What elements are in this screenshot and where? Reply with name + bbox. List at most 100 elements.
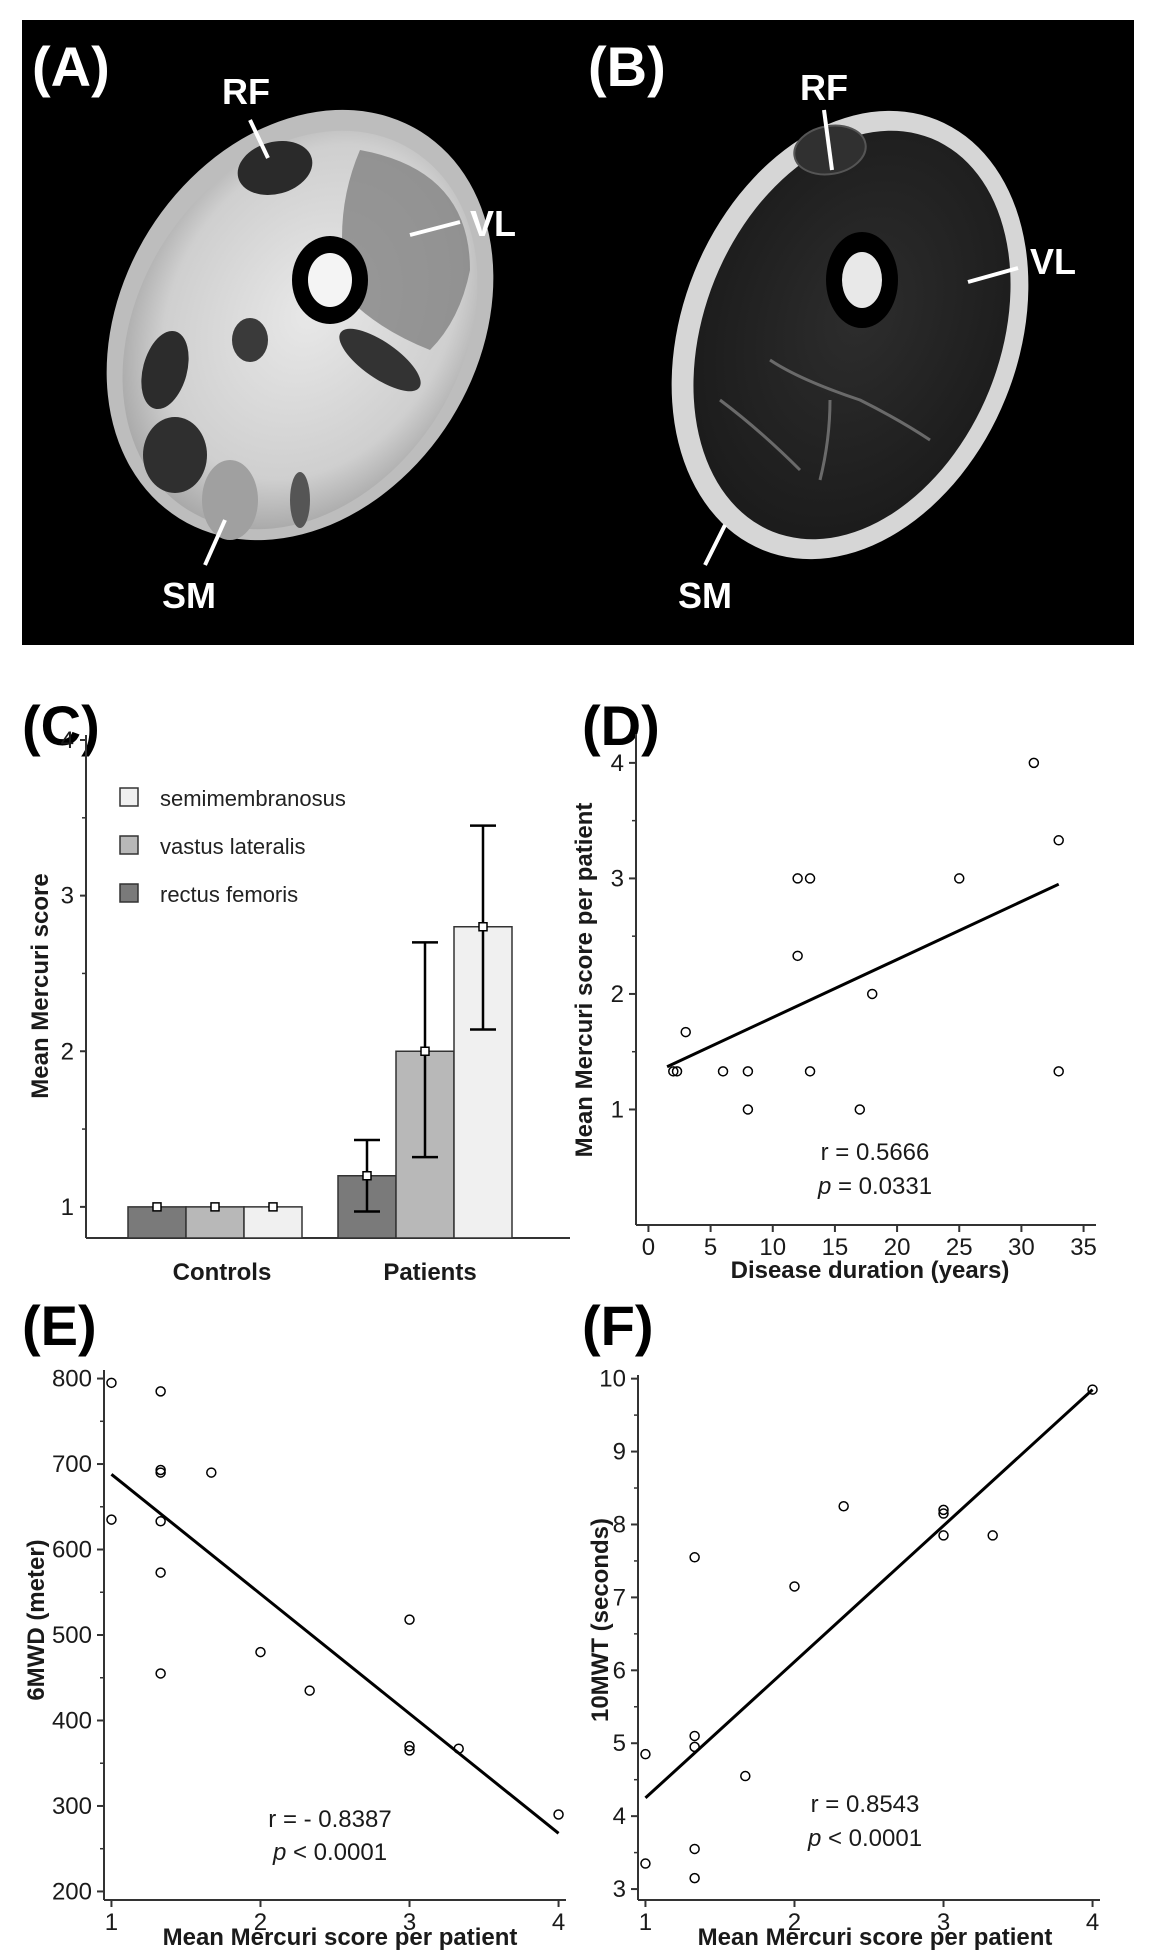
- chart-f-ytick-label: 3: [613, 1876, 626, 1903]
- mri-a-rf-pointer: [248, 119, 270, 159]
- chart-f-xtick-label: 3: [937, 1909, 950, 1936]
- mri-a-vastus-lateralis: [342, 150, 470, 350]
- chart-e-point: [155, 1386, 166, 1397]
- chart-f-point: [789, 1581, 800, 1592]
- chart-c-ytick-label: 1: [61, 1194, 74, 1221]
- chart-d-point: [671, 1066, 683, 1077]
- chart-d-xtick-label: 35: [1070, 1234, 1097, 1261]
- bar-semimembranosus-controls: [243, 1206, 303, 1239]
- chart-c-category-controls: Controls: [173, 1259, 272, 1286]
- chart-e-point: [155, 1567, 166, 1578]
- chart-e-p-value: p < 0.0001: [272, 1839, 387, 1866]
- mri-panel-b: (B) RF VL SM: [559, 20, 1134, 645]
- mri-panel-a: (A) RF VL SM: [22, 20, 559, 645]
- chart-c-category-patients: Patients: [383, 1259, 476, 1286]
- bar-mean-marker: [210, 1202, 220, 1212]
- chart-f-point: [689, 1741, 700, 1753]
- chart-f-point: [987, 1530, 998, 1541]
- chart-f-ytick-label: 4: [613, 1803, 626, 1830]
- chart-d-p-letter: p: [817, 1173, 831, 1200]
- chart-e-6mwd-scatter: (E) 6MWD (meter) Mean Mercuri score per …: [22, 1294, 566, 1951]
- mri-a-semimembranosus: [202, 460, 258, 540]
- legend-label-vastus-lateralis: vastus lateralis: [160, 834, 306, 859]
- mri-b-thigh-inner: [693, 130, 1011, 540]
- bar-mean-marker: [420, 1046, 430, 1056]
- bar-mean-marker: [152, 1202, 162, 1212]
- chart-e-ytick-label: 400: [52, 1707, 92, 1734]
- chart-d-point: [1028, 757, 1040, 769]
- panel-letter-b: (B): [588, 35, 666, 98]
- chart-d-p-value: p = 0.0331: [817, 1173, 932, 1200]
- mri-a-label-vl: VL: [470, 203, 516, 244]
- chart-f-ytick-label: 10: [599, 1366, 626, 1393]
- chart-e-r-value: r = - 0.8387: [268, 1806, 391, 1833]
- chart-d-r-value: r = 0.5666: [821, 1139, 930, 1166]
- chart-c-ticks: 1 2 3 4: [61, 727, 86, 1221]
- panel-letter-f: (F): [582, 1294, 654, 1357]
- chart-d-point: [680, 1026, 691, 1038]
- chart-d-duration-scatter: (D) Mean Mercuri score per patient Disea…: [571, 694, 1097, 1284]
- chart-e-ytick-label: 500: [52, 1622, 92, 1649]
- chart-e-point: [304, 1685, 315, 1696]
- chart-e-p-text: < 0.0001: [286, 1839, 387, 1866]
- mri-a-muscle-1: [141, 330, 189, 410]
- chart-c-ytick-label: 3: [61, 883, 74, 910]
- chart-f-xtick-label: 4: [1086, 1909, 1099, 1936]
- chart-d-point: [866, 988, 878, 1000]
- mri-a-muscle-4: [232, 318, 268, 362]
- bar-mean-marker: [362, 1171, 372, 1181]
- chart-e-xtick-label: 1: [105, 1909, 118, 1936]
- chart-e-point: [404, 1614, 415, 1625]
- chart-d-point: [717, 1066, 729, 1077]
- legend-swatch-semimembranosus: [119, 787, 139, 807]
- chart-d-ytick-label: 3: [611, 865, 624, 892]
- chart-e-xtick-label: 4: [552, 1909, 565, 1936]
- chart-f-point: [640, 1858, 651, 1869]
- mri-b-fascia-1: [769, 358, 931, 442]
- chart-d-ytick-label: 2: [611, 981, 624, 1008]
- chart-d-point: [1053, 835, 1064, 846]
- chart-e-regression-line: [110, 1473, 560, 1835]
- chart-d-xtick-label: 10: [759, 1234, 786, 1261]
- chart-c-mercuri-bars: (C) Mean Mercuri score Controls Patients…: [22, 694, 570, 1286]
- chart-f-point: [640, 1748, 651, 1760]
- chart-f-point: [938, 1508, 949, 1519]
- chart-f-point: [838, 1501, 849, 1512]
- chart-f-point: [689, 1872, 700, 1884]
- chart-c-legend: semimembranosus vastus lateralis rectus …: [119, 786, 346, 907]
- chart-f-point: [938, 1530, 949, 1541]
- mri-b-label-rf: RF: [800, 67, 848, 108]
- chart-e-y-label: 6MWD (meter): [23, 1539, 50, 1700]
- mri-a-rectus-femoris: [237, 141, 313, 195]
- chart-d-ytick-label: 1: [611, 1096, 624, 1123]
- chart-f-regression-line: [644, 1388, 1094, 1800]
- chart-e-ytick-label: 700: [52, 1451, 92, 1478]
- mri-b-label-vl: VL: [1030, 241, 1076, 282]
- chart-e-point: [155, 1668, 166, 1679]
- mri-b-vl-pointer: [967, 266, 1019, 284]
- chart-e-point: [206, 1467, 217, 1478]
- bar-mean-marker: [478, 922, 488, 932]
- mri-b-rf-pointer: [822, 109, 834, 171]
- chart-d-ytick-label: 4: [611, 750, 624, 777]
- chart-f-x-label: Mean Mercuri score per patient: [698, 1924, 1053, 1951]
- chart-d-p-text: = 0.0331: [831, 1173, 932, 1200]
- chart-f-point: [689, 1843, 700, 1855]
- chart-f-point: [740, 1770, 751, 1782]
- chart-c-bars: [127, 824, 513, 1239]
- chart-e-point: [553, 1809, 564, 1820]
- chart-d-xtick-label: 15: [822, 1234, 849, 1261]
- chart-f-xtick-label: 2: [788, 1909, 801, 1936]
- chart-e-point: [106, 1514, 117, 1525]
- mri-a-vl-pointer: [409, 220, 461, 237]
- chart-c-y-label: Mean Mercuri score: [27, 873, 54, 1098]
- mri-a-label-rf: RF: [222, 71, 270, 112]
- chart-f-y-label: 10MWT (seconds): [587, 1518, 614, 1722]
- chart-d-xtick-label: 20: [884, 1234, 911, 1261]
- chart-f-p-text: < 0.0001: [821, 1825, 922, 1852]
- chart-f-r-value: r = 0.8543: [811, 1791, 920, 1818]
- chart-e-x-label: Mean Mercuri score per patient: [163, 1924, 518, 1951]
- chart-f-p-value: p < 0.0001: [807, 1825, 922, 1852]
- chart-d-point: [792, 873, 803, 884]
